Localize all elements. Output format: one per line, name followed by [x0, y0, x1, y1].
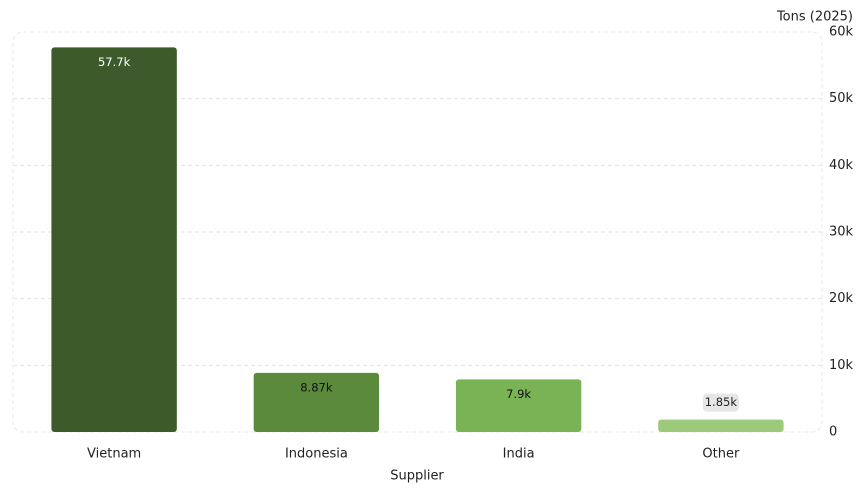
x-tick-label: Vietnam — [87, 447, 141, 462]
bar — [51, 47, 177, 432]
bar — [658, 419, 784, 432]
value-label-bg — [702, 393, 739, 412]
y-axis-title: Tons (2025) — [776, 10, 853, 25]
x-tick-label: Indonesia — [285, 447, 348, 462]
bar — [253, 372, 380, 432]
y-tick-label: 30k — [829, 225, 854, 240]
value-label: 57.7k — [98, 55, 131, 69]
x-tick-label: India — [503, 447, 535, 462]
y-tick-label: 10k — [829, 358, 854, 373]
bar — [455, 379, 582, 432]
x-tick-label: Other — [702, 447, 740, 462]
y-tick-label: 50k — [829, 91, 854, 106]
value-label: 7.9k — [506, 387, 531, 401]
value-label: 1.85k — [705, 395, 738, 409]
y-tick-label: 20k — [829, 291, 854, 306]
x-axis-title: Supplier — [390, 469, 444, 484]
y-tick-label: 40k — [829, 158, 854, 173]
value-label: 8.87k — [300, 380, 333, 394]
y-tick-label: 60k — [829, 25, 854, 40]
y-tick-label: 0 — [829, 425, 837, 440]
